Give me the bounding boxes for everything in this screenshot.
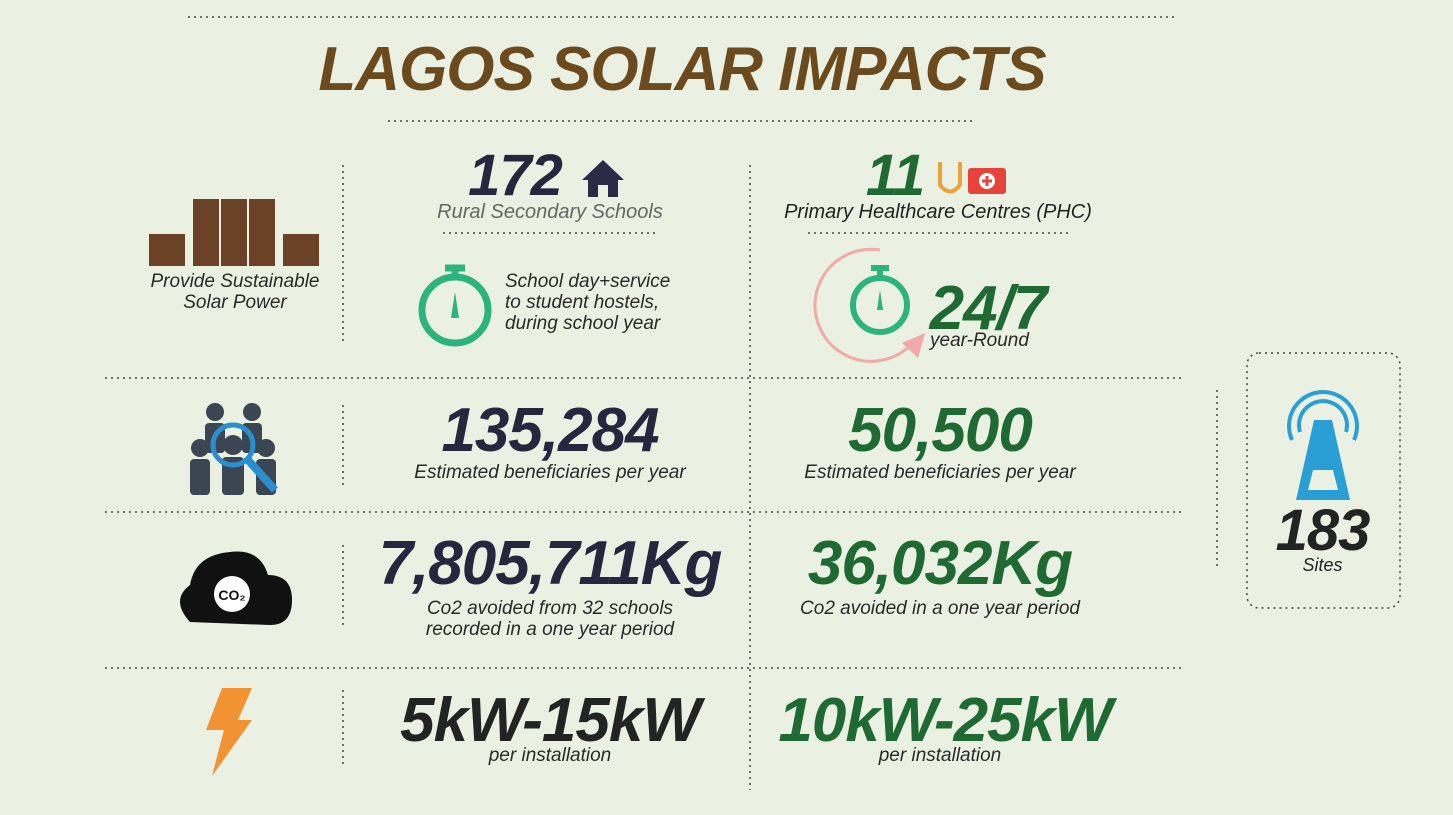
schools-label: Rural Secondary Schools xyxy=(437,201,663,223)
schools-co2: 7,805,711Kg xyxy=(378,529,723,598)
phc-beneficiaries-label: Estimated beneficiaries per year xyxy=(804,462,1076,483)
phc-count: 11 xyxy=(865,143,925,208)
phc-capacity: 10kW-25kW xyxy=(778,686,1112,755)
phc-label: Primary Healthcare Centres (PHC) xyxy=(784,201,1092,223)
phc-co2-label: Co2 avoided in a one year period xyxy=(800,598,1080,619)
phc-beneficiaries: 50,500 xyxy=(848,396,1033,465)
schools-beneficiaries: 135,284 xyxy=(441,396,659,465)
sites-count: 183 xyxy=(1275,498,1371,563)
schools-count: 172 xyxy=(468,143,563,208)
phc-co2: 36,032Kg xyxy=(807,529,1073,598)
sites-label: Sites xyxy=(1302,555,1343,575)
phc-service: 24/7 xyxy=(929,274,1048,343)
schools-service: School day+service to student hostels, d… xyxy=(505,271,671,334)
schools-capacity-label: per installation xyxy=(488,745,612,766)
schools-co2-label: Co2 avoided from 32 schools recorded in … xyxy=(425,598,675,640)
phc-capacity-label: per installation xyxy=(878,745,1002,766)
phc-service-label: year-Round xyxy=(930,330,1029,351)
schools-capacity: 5kW-15kW xyxy=(400,686,701,755)
title: LAGOS SOLAR IMPACTS xyxy=(318,35,1046,104)
schools-beneficiaries-label: Estimated beneficiaries per year xyxy=(414,462,686,483)
intro-label: Provide Sustainable Solar Power xyxy=(150,271,320,313)
svg-text:CO₂: CO₂ xyxy=(218,587,245,603)
